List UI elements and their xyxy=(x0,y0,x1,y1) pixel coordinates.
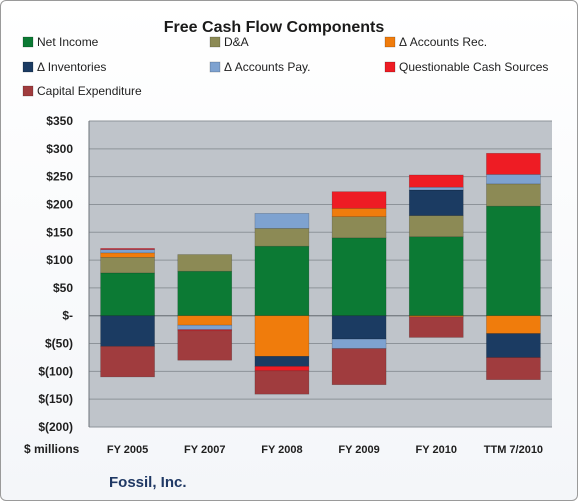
legend: Net Income D&A Δ Accounts Rec. Δ Inventorie… xyxy=(22,35,548,98)
bar-capital-expenditure-fy-2005 xyxy=(100,346,155,378)
bar-accounts-rec-fy-2008 xyxy=(254,315,310,357)
y-tick-label: $(150) xyxy=(38,392,73,406)
legend-swatch-inventories xyxy=(22,61,34,73)
bar-accounts-rec-fy-2007 xyxy=(177,315,233,326)
plot-area xyxy=(89,121,552,427)
y-tick-label: $(200) xyxy=(38,420,73,434)
units-label: $ millions xyxy=(24,442,80,456)
legend-label-net-income: Net Income xyxy=(37,35,99,49)
legend-swatch-capital-expenditure xyxy=(22,85,34,97)
legend-label-accounts-rec: Δ Accounts Rec. xyxy=(399,35,487,49)
y-tick-label: $(50) xyxy=(45,337,73,351)
y-tick-label: $350 xyxy=(46,114,73,128)
bar-questionable-cash-sources-ttm-7-2010 xyxy=(486,152,541,175)
legend-label-d-a: D&A xyxy=(224,35,249,49)
bar-capital-expenditure-ttm-7-2010 xyxy=(486,357,541,381)
bar-stacks xyxy=(100,152,541,395)
y-tick-label: $150 xyxy=(46,225,73,239)
x-tick-label: FY 2005 xyxy=(107,444,148,456)
legend-swatch-accounts-pay xyxy=(209,61,221,73)
bar-capital-expenditure-fy-2010 xyxy=(408,316,464,338)
y-tick-label: $50 xyxy=(53,281,73,295)
bar-d-a-fy-2009 xyxy=(331,216,387,239)
bar-inventories-ttm-7-2010 xyxy=(486,333,541,358)
bar-d-a-fy-2005 xyxy=(100,257,155,274)
bar-accounts-pay-ttm-7-2010 xyxy=(486,174,541,185)
bar-accounts-pay-fy-2005 xyxy=(100,249,155,254)
bar-net-income-fy-2009 xyxy=(331,237,387,317)
bar-capital-expenditure-fy-2008 xyxy=(254,370,310,395)
bar-accounts-rec-fy-2009 xyxy=(331,208,387,217)
bar-accounts-pay-fy-2009 xyxy=(331,338,387,349)
legend-swatch-d-a xyxy=(209,36,221,48)
bar-questionable-cash-sources-fy-2010 xyxy=(408,174,464,188)
bar-inventories-fy-2008 xyxy=(254,356,310,367)
y-tick-label: $250 xyxy=(46,170,73,184)
bar-capital-expenditure-fy-2007 xyxy=(177,330,233,361)
y-tick-label: $100 xyxy=(46,253,73,267)
bar-net-income-fy-2008 xyxy=(254,245,310,317)
bar-net-income-fy-2007 xyxy=(177,270,233,317)
bar-accounts-rec-ttm-7-2010 xyxy=(486,315,541,334)
y-tick-label: $- xyxy=(62,309,73,323)
bar-net-income-fy-2005 xyxy=(100,272,155,317)
legend-label-capital-expenditure: Capital Expenditure xyxy=(37,84,142,98)
legend-label-accounts-pay: Δ Accounts Pay. xyxy=(224,60,311,74)
bar-inventories-fy-2010 xyxy=(408,189,464,216)
bar-capital-expenditure-fy-2009 xyxy=(331,348,387,386)
legend-label-questionable-cash-sources: Questionable Cash Sources xyxy=(399,60,548,74)
y-tick-label: $(100) xyxy=(38,364,73,378)
bar-accounts-rec-fy-2005 xyxy=(100,252,155,258)
bar-d-a-fy-2008 xyxy=(254,228,310,247)
x-tick-label: FY 2007 xyxy=(184,444,225,456)
bar-questionable-cash-sources-fy-2005 xyxy=(100,248,155,250)
bar-d-a-fy-2007 xyxy=(177,254,233,272)
bar-net-income-fy-2010 xyxy=(408,236,464,317)
bar-net-income-ttm-7-2010 xyxy=(486,205,541,317)
legend-label-inventories: Δ Inventories xyxy=(37,60,106,74)
legend-swatch-accounts-rec xyxy=(384,36,396,48)
bar-accounts-pay-fy-2008 xyxy=(254,213,310,229)
x-tick-label: TTM 7/2010 xyxy=(484,444,543,456)
company-label: Fossil, Inc. xyxy=(109,474,187,491)
y-axis: $350 $300 $250 $200 $150 $100 $50 $- $(50) $(100)… xyxy=(38,114,90,434)
y-tick-label: $200 xyxy=(46,197,73,211)
x-axis: FY 2005 FY 2007 FY 2008 FY 2009 FY 2010 TTM 7… xyxy=(107,444,543,456)
legend-swatch-questionable-cash-sources xyxy=(384,61,396,73)
bar-accounts-pay-fy-2010 xyxy=(408,186,464,191)
gridlines xyxy=(89,120,552,428)
bar-d-a-fy-2010 xyxy=(408,215,464,238)
bar-questionable-cash-sources-fy-2008 xyxy=(254,366,310,372)
x-tick-label: FY 2008 xyxy=(261,444,302,456)
bar-d-a-ttm-7-2010 xyxy=(486,183,541,207)
bar-accounts-pay-fy-2007 xyxy=(177,324,233,330)
bar-inventories-fy-2005 xyxy=(100,315,155,347)
bar-questionable-cash-sources-fy-2009 xyxy=(331,191,387,209)
chart-title: Free Cash Flow Components xyxy=(164,19,385,36)
y-tick-label: $300 xyxy=(46,142,73,156)
x-tick-label: FY 2010 xyxy=(416,444,457,456)
legend-swatch-net-income xyxy=(22,36,34,48)
bar-inventories-fy-2009 xyxy=(331,315,387,340)
x-tick-label: FY 2009 xyxy=(338,444,379,456)
